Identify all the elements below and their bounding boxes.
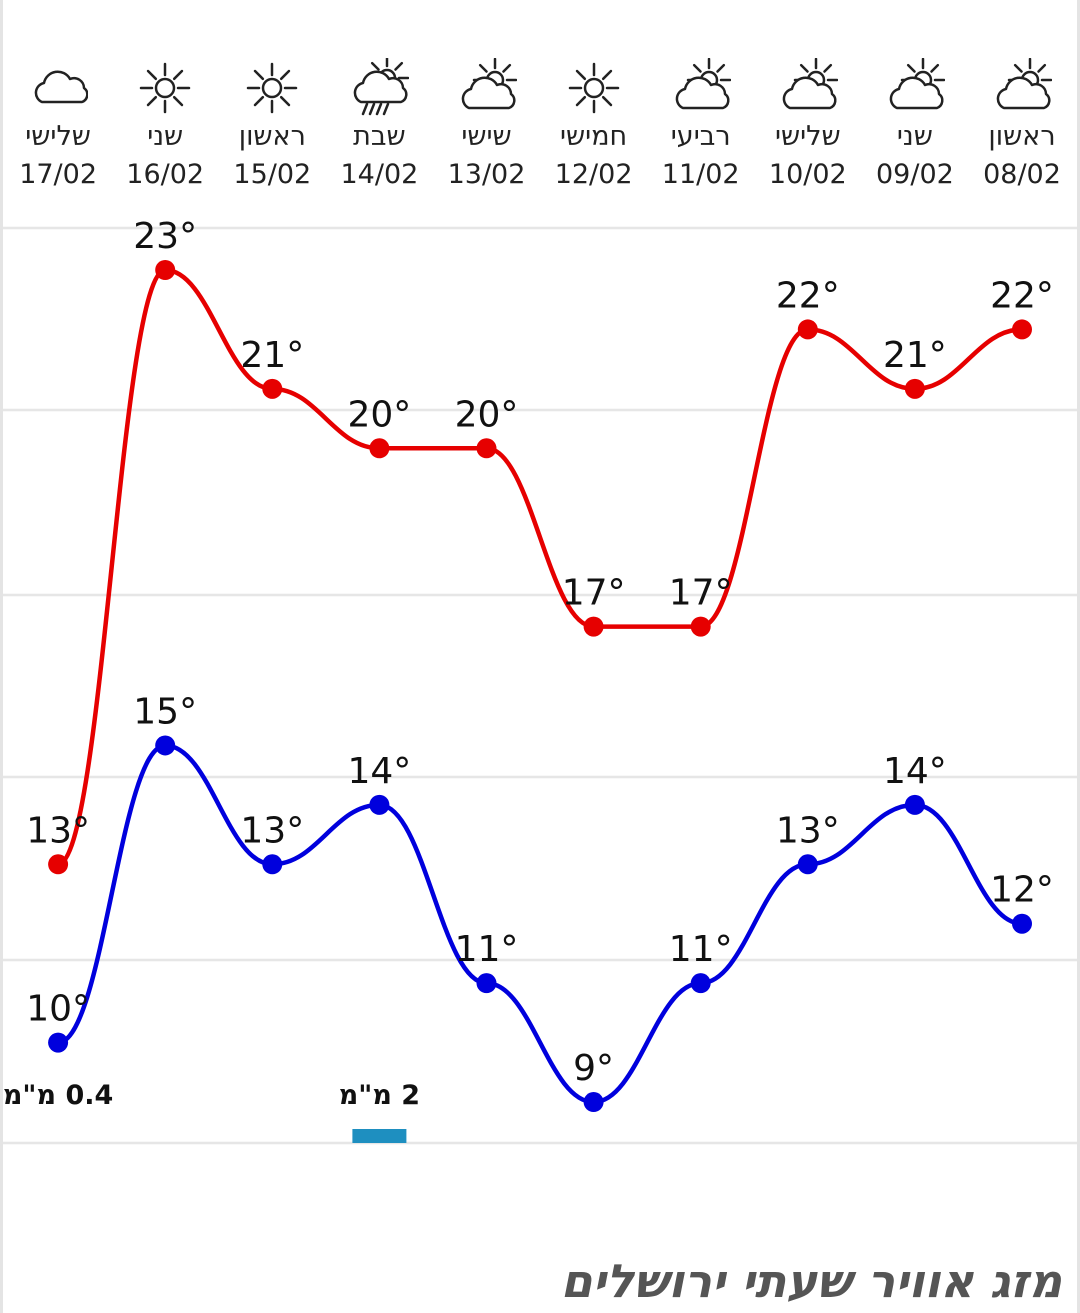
- max-temp-label: 22°: [776, 275, 840, 316]
- partly-cloudy-icon: [675, 58, 731, 110]
- day-name: שישי: [461, 121, 512, 152]
- panel-border-right: [1077, 0, 1080, 1313]
- min-temp-label: 15°: [133, 691, 197, 732]
- max-temp-label: 22°: [990, 275, 1054, 316]
- precipitation-layer: 2 מ"מ 0.4 מ"מ: [3, 1080, 420, 1143]
- max-temp-label: 23°: [133, 216, 197, 257]
- day-column: ראשון 15/02: [219, 58, 326, 190]
- day-name: רביעי: [670, 121, 731, 152]
- min-temp-point: [476, 973, 497, 994]
- min-temp-point: [48, 1032, 69, 1053]
- min-temp-point: [155, 735, 176, 756]
- max-temp-point: [583, 616, 604, 637]
- cloud-icon: [34, 70, 89, 104]
- max-temp-point: [476, 438, 497, 459]
- sun-icon: [139, 62, 191, 114]
- max-temp-point: [262, 378, 283, 399]
- max-temp-point: [155, 260, 176, 280]
- max-temp-point: [904, 378, 925, 399]
- day-column: שני 16/02: [112, 58, 219, 190]
- day-column: שבת 14/02: [326, 58, 433, 190]
- day-date: 10/02: [768, 159, 847, 190]
- day-date: 15/02: [233, 159, 312, 190]
- day-name: שלישי: [774, 121, 841, 152]
- sun-icon: [568, 62, 619, 114]
- day-column: חמישי 12/02: [540, 58, 647, 190]
- partly-cloudy-icon: [889, 58, 945, 110]
- sun-icon: [247, 62, 298, 114]
- day-date: 11/02: [661, 159, 740, 190]
- data-labels: 22° 21° 22° 17° 17° 20° 20° 21° 23° 13° 12° 14° 13° 1…: [26, 216, 1054, 1089]
- day-column: שלישי 10/02: [754, 58, 861, 190]
- max-temp-line: [57, 267, 1023, 867]
- min-temp-label: 12°: [990, 870, 1054, 911]
- min-temp-label: 11°: [455, 929, 519, 970]
- partly-cloudy-icon: [782, 58, 838, 110]
- max-temp-point: [369, 438, 390, 459]
- min-temp-point: [690, 973, 711, 994]
- min-temp-label: 10°: [26, 989, 90, 1030]
- day-column: שני 09/02: [861, 58, 968, 190]
- max-temp-label: 17°: [669, 573, 733, 614]
- max-temp-label: 13°: [26, 810, 90, 851]
- day-date: 13/02: [447, 159, 526, 190]
- day-name: שני: [147, 121, 184, 152]
- day-name: ראשון: [988, 121, 1056, 152]
- day-column: רביעי 11/02: [647, 58, 754, 190]
- max-temp-point: [1012, 319, 1032, 340]
- min-temp-point: [369, 794, 390, 815]
- min-temp-label: 13°: [240, 810, 304, 851]
- min-temp-point: [583, 1092, 604, 1113]
- day-column: שלישי 17/02: [5, 58, 112, 190]
- min-temp-line: [57, 743, 1023, 1105]
- precip-bar: [352, 1129, 407, 1143]
- min-temp-label: 13°: [776, 810, 840, 851]
- series-layer: [48, 260, 1032, 1113]
- max-temp-label: 20°: [347, 394, 411, 435]
- day-name: שבת: [353, 121, 406, 152]
- partly-cloudy-icon: [996, 58, 1052, 110]
- day-column: ראשון 08/02: [969, 58, 1076, 190]
- min-temp-label: 14°: [347, 751, 411, 792]
- max-temp-label: 21°: [240, 335, 304, 376]
- min-temp-point: [1012, 913, 1032, 934]
- precip-label: 0.4 מ"מ: [3, 1080, 113, 1111]
- max-temp-point: [48, 854, 69, 875]
- min-temp-point: [797, 854, 818, 875]
- page-title: מזג אוויר שעתי ירושלים: [560, 1254, 1062, 1308]
- precip-label: 2 מ"מ: [339, 1080, 420, 1111]
- min-temp-label: 11°: [669, 929, 733, 970]
- min-temp-point: [904, 794, 925, 815]
- day-date: 08/02: [983, 159, 1061, 190]
- day-date: 17/02: [19, 159, 97, 190]
- day-date: 14/02: [340, 159, 419, 190]
- max-temp-label: 17°: [562, 573, 626, 614]
- day-name: ראשון: [238, 121, 306, 152]
- grid-lines: [3, 226, 1077, 1145]
- rain-sun-icon: [354, 58, 410, 116]
- max-temp-label: 21°: [883, 335, 947, 376]
- day-column: שישי 13/02: [433, 58, 540, 190]
- max-temp-label: 20°: [455, 394, 519, 435]
- day-date: 09/02: [875, 159, 954, 190]
- max-temp-point: [690, 616, 711, 637]
- max-temp-point: [797, 319, 818, 340]
- panel-border-left: [0, 0, 3, 1313]
- min-temp-label: 9°: [573, 1048, 614, 1089]
- day-date: 12/02: [554, 159, 633, 190]
- day-name: חמישי: [560, 121, 628, 152]
- day-name: שני: [896, 121, 933, 152]
- day-name: שלישי: [25, 121, 91, 152]
- day-date: 16/02: [126, 159, 205, 190]
- min-temp-label: 14°: [883, 751, 947, 792]
- partly-cloudy-icon: [461, 58, 517, 110]
- min-temp-point: [262, 854, 283, 875]
